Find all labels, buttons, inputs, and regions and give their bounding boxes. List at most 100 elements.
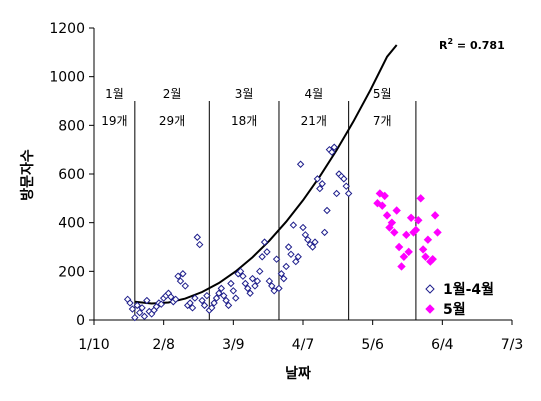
data-point-filled-diamond	[378, 201, 387, 210]
data-point-open-diamond	[248, 274, 257, 283]
x-tick-label: 1/10	[78, 337, 109, 353]
data-point-open-diamond	[217, 284, 226, 293]
data-point-open-diamond	[241, 279, 250, 288]
y-axis-label: 방문자수	[19, 149, 36, 201]
legend: 1월-4월 5월	[425, 281, 494, 318]
legend-marker-filled-diamond	[425, 304, 435, 314]
y-tick-label: 800	[58, 118, 85, 134]
series-layer	[123, 143, 442, 322]
series-2	[373, 189, 442, 271]
data-point-open-diamond	[244, 284, 252, 293]
data-point-open-diamond	[188, 304, 197, 312]
data-point-open-diamond	[296, 160, 305, 168]
month-name-label: 3월	[235, 87, 254, 101]
plot-area	[93, 28, 512, 321]
data-point-open-diamond	[256, 267, 264, 276]
y-tick-label: 1200	[49, 21, 85, 37]
legend-label-2: 5월	[443, 301, 466, 318]
data-point-open-diamond	[304, 235, 312, 244]
data-point-open-diamond	[270, 287, 278, 295]
data-point-open-diamond	[320, 228, 329, 237]
y-tick-label: 1000	[49, 70, 85, 86]
data-point-open-diamond	[195, 240, 204, 249]
data-point-open-diamond	[265, 277, 274, 285]
data-point-filled-diamond	[394, 242, 404, 252]
month-dividers	[134, 101, 417, 320]
data-point-filled-diamond	[416, 194, 425, 203]
data-point-open-diamond	[344, 189, 353, 198]
month-name-label: 5월	[373, 87, 392, 101]
data-point-open-diamond	[212, 294, 221, 302]
month-count-label: 19개	[101, 114, 127, 128]
month-count-label: 29개	[159, 114, 185, 128]
data-point-filled-diamond	[380, 191, 389, 201]
data-point-open-diamond	[284, 243, 293, 251]
data-point-filled-diamond	[418, 245, 428, 254]
data-point-open-diamond	[126, 299, 134, 307]
x-tick-label: 5/6	[361, 337, 384, 353]
data-point-open-diamond	[236, 267, 245, 276]
month-name-label: 2월	[163, 87, 182, 101]
data-point-open-diamond	[174, 272, 182, 280]
month-name-label: 1월	[105, 87, 124, 101]
data-point-filled-diamond	[375, 189, 385, 198]
month-count-label: 18개	[231, 114, 257, 128]
x-tick-label: 6/4	[431, 337, 454, 353]
data-point-open-diamond	[220, 291, 228, 300]
data-point-open-diamond	[128, 305, 137, 313]
data-point-open-diamond	[275, 284, 283, 293]
legend-label-1: 1월-4월	[443, 281, 494, 298]
data-point-filled-diamond	[430, 211, 440, 220]
data-point-open-diamond	[143, 296, 151, 305]
data-point-filled-diamond	[399, 252, 409, 261]
r-squared-label: R2 = 0.781	[439, 37, 505, 52]
data-point-filled-diamond	[402, 230, 411, 240]
data-point-open-diamond	[251, 282, 259, 290]
legend-marker-open-diamond	[425, 284, 435, 294]
data-point-open-diamond	[215, 289, 223, 297]
data-point-open-diamond	[232, 294, 240, 302]
y-tick-label: 200	[58, 264, 85, 280]
data-point-open-diamond	[133, 301, 141, 310]
data-point-open-diamond	[176, 277, 185, 285]
data-point-filled-diamond	[404, 247, 413, 257]
y-tick-label: 600	[58, 167, 85, 183]
data-point-filled-diamond	[382, 211, 392, 220]
data-point-open-diamond	[222, 296, 230, 305]
data-point-open-diamond	[191, 294, 199, 302]
data-point-open-diamond	[342, 182, 350, 190]
legend-item-2: 5월	[425, 301, 466, 318]
data-point-open-diamond	[227, 279, 235, 288]
data-point-open-diamond	[280, 274, 288, 283]
data-point-open-diamond	[167, 293, 175, 301]
data-point-open-diamond	[131, 313, 139, 322]
data-point-open-diamond	[332, 189, 341, 198]
month-count-label: 7개	[373, 114, 392, 128]
data-point-open-diamond	[135, 308, 144, 317]
data-point-open-diamond	[292, 257, 300, 266]
y-axis-ticks: 0 200 400 600 800 1000 1200	[49, 21, 94, 329]
data-point-open-diamond	[299, 223, 307, 232]
legend-item-1: 1월-4월	[425, 281, 494, 298]
data-point-open-diamond	[179, 270, 187, 278]
y-tick-label: 0	[76, 313, 85, 329]
data-point-filled-diamond	[423, 235, 433, 244]
x-tick-label: 4/7	[292, 337, 315, 353]
month-labels: 1월 19개 2월 29개 3월 18개 4월 21개 5월 7개	[101, 87, 391, 128]
data-point-open-diamond	[277, 270, 286, 278]
data-point-open-diamond	[301, 231, 310, 239]
data-point-open-diamond	[138, 304, 146, 312]
data-point-open-diamond	[186, 299, 194, 307]
data-point-filled-diamond	[390, 228, 399, 237]
data-point-open-diamond	[229, 287, 238, 295]
data-point-open-diamond	[282, 262, 290, 271]
x-tick-label: 7/3	[501, 337, 524, 353]
data-point-filled-diamond	[387, 218, 397, 227]
x-axis-label: 날짜	[285, 366, 311, 382]
data-point-open-diamond	[210, 299, 218, 307]
data-point-open-diamond	[253, 277, 262, 285]
data-point-filled-diamond	[406, 213, 416, 223]
x-tick-label: 3/9	[222, 337, 245, 353]
data-point-open-diamond	[140, 312, 149, 321]
